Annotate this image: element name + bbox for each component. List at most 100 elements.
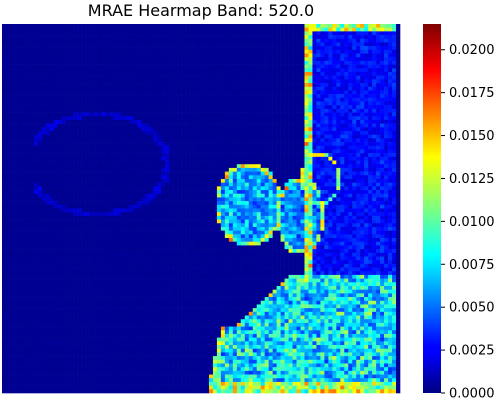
heatmap-cell xyxy=(272,97,277,102)
heatmap-cell xyxy=(260,31,265,36)
heatmap-cell xyxy=(228,86,234,91)
heatmap-cell xyxy=(129,53,134,58)
heatmap-cell xyxy=(193,178,198,183)
heatmap-cell xyxy=(380,164,385,169)
heatmap-cell xyxy=(364,164,369,169)
heatmap-cell xyxy=(348,71,353,76)
heatmap-cell xyxy=(2,204,7,209)
heatmap-cell xyxy=(105,71,110,76)
heatmap-cell xyxy=(57,178,62,183)
heatmap-cell xyxy=(292,24,297,28)
heatmap-cell xyxy=(57,182,62,187)
heatmap-cell xyxy=(133,201,138,206)
heatmap-cell xyxy=(348,164,353,169)
heatmap-cell xyxy=(73,83,78,88)
heatmap-cell xyxy=(2,142,7,147)
heatmap-cell xyxy=(165,134,170,139)
heatmap-cell xyxy=(145,131,150,135)
heatmap-cell xyxy=(81,90,86,95)
heatmap-cell xyxy=(228,24,234,28)
heatmap-cell xyxy=(141,131,146,135)
heatmap-cell xyxy=(268,182,273,187)
heatmap-cell xyxy=(49,175,55,180)
heatmap-cell xyxy=(117,160,122,165)
heatmap-cell xyxy=(284,97,289,102)
heatmap-cell xyxy=(264,127,269,132)
heatmap-cell xyxy=(376,38,381,43)
heatmap-cell xyxy=(29,42,35,47)
heatmap-cell xyxy=(324,79,329,84)
heatmap-cell xyxy=(197,38,202,43)
heatmap-cell xyxy=(296,57,301,62)
heatmap-cell xyxy=(65,175,70,180)
heatmap-cell xyxy=(153,119,158,124)
heatmap-cell xyxy=(177,178,182,183)
heatmap-cell xyxy=(244,71,250,76)
heatmap-cell xyxy=(165,171,170,176)
heatmap-cell xyxy=(328,71,333,76)
heatmap-cell xyxy=(25,197,31,202)
heatmap-cell xyxy=(336,204,341,209)
heatmap-cell xyxy=(312,160,317,165)
heatmap-cell xyxy=(380,204,385,209)
heatmap-cell xyxy=(240,127,246,132)
heatmap-cell xyxy=(360,171,365,176)
heatmap-cell xyxy=(280,101,285,106)
heatmap-cell xyxy=(212,186,218,191)
heatmap-cell xyxy=(85,182,90,187)
heatmap-cell xyxy=(73,101,78,106)
heatmap-cell xyxy=(109,108,114,113)
heatmap-cell xyxy=(121,149,126,154)
heatmap-cell xyxy=(93,131,98,135)
heatmap-cell xyxy=(165,97,170,102)
heatmap-cell xyxy=(268,24,273,28)
heatmap-cell xyxy=(173,112,178,117)
heatmap-cell xyxy=(77,79,82,84)
heatmap-cell xyxy=(308,204,313,209)
heatmap-cell xyxy=(149,131,154,135)
heatmap-cell xyxy=(73,127,78,132)
heatmap-cell xyxy=(25,142,31,147)
heatmap-cell xyxy=(13,164,19,169)
heatmap-cell xyxy=(368,116,373,121)
heatmap-cell xyxy=(77,186,82,191)
heatmap-cell xyxy=(336,156,341,161)
heatmap-cell xyxy=(272,31,277,36)
heatmap-cell xyxy=(117,60,122,65)
heatmap-cell xyxy=(352,53,357,58)
heatmap-cell xyxy=(352,201,357,206)
heatmap-cell xyxy=(29,35,35,40)
heatmap-cell xyxy=(244,94,250,99)
heatmap-cell xyxy=(240,164,246,169)
heatmap-cell xyxy=(61,101,66,106)
heatmap-cell xyxy=(45,90,51,95)
heatmap-cell xyxy=(25,193,31,198)
heatmap-cell xyxy=(129,149,134,154)
heatmap-cell xyxy=(380,160,385,165)
heatmap-cell xyxy=(61,134,66,139)
heatmap-cell xyxy=(216,27,222,32)
heatmap-cell xyxy=(45,186,51,191)
heatmap-cell xyxy=(320,142,325,147)
heatmap-cell xyxy=(372,31,377,36)
heatmap-cell xyxy=(141,204,146,209)
heatmap-cell xyxy=(284,68,289,73)
heatmap-cell xyxy=(256,38,261,43)
heatmap-cell xyxy=(204,108,210,113)
heatmap-cell xyxy=(109,142,114,147)
heatmap-cell xyxy=(268,42,273,47)
heatmap-cell xyxy=(388,71,393,76)
heatmap-cell xyxy=(65,86,70,91)
heatmap-cell xyxy=(300,38,305,43)
heatmap-cell xyxy=(25,178,31,183)
heatmap-cell xyxy=(73,53,78,58)
heatmap-cell xyxy=(304,105,309,110)
heatmap-cell xyxy=(216,68,222,73)
heatmap-cell xyxy=(97,160,102,165)
heatmap-cell xyxy=(37,90,43,95)
heatmap-cell xyxy=(145,101,150,106)
heatmap-cell xyxy=(308,79,313,84)
heatmap-cell xyxy=(2,127,7,132)
heatmap-cell xyxy=(208,71,214,76)
heatmap-cell xyxy=(312,175,317,180)
